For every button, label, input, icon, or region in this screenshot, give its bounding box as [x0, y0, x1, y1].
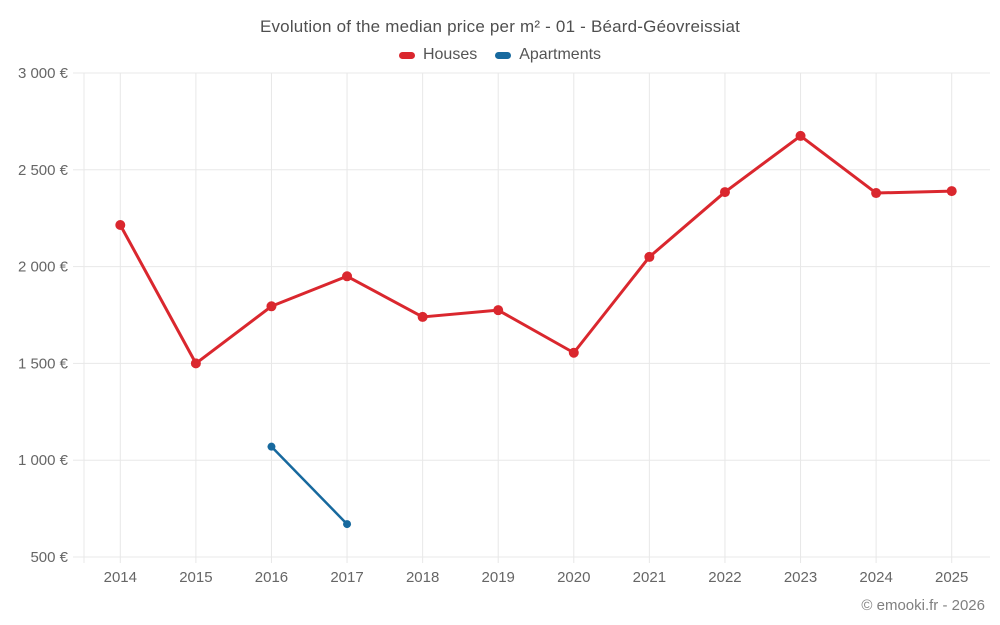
houses-data-point[interactable]	[190, 358, 201, 369]
y-tick-label: 500 €	[30, 549, 68, 566]
houses-data-point[interactable]	[946, 186, 957, 197]
x-tick-label: 2017	[330, 569, 363, 586]
chart-title: Evolution of the median price per m² - 0…	[259, 17, 741, 36]
x-tick-label: 2022	[708, 569, 741, 586]
x-tick-label: 2024	[859, 569, 892, 586]
chart-legend: Houses Apartments	[0, 46, 1000, 64]
x-tick-label: 2016	[255, 569, 288, 586]
x-tick-label: 2025	[935, 569, 968, 586]
x-tick-label: 2021	[633, 569, 666, 586]
y-tick-label: 1 000 €	[18, 452, 69, 469]
houses-series-swatch	[398, 51, 415, 59]
y-tick-label: 2 500 €	[18, 162, 69, 179]
y-tick-label: 2 000 €	[18, 259, 69, 276]
houses-data-point[interactable]	[493, 305, 504, 316]
houses-data-point[interactable]	[871, 188, 882, 199]
x-tick-label: 2014	[104, 569, 137, 586]
y-tick-label: 1 500 €	[18, 355, 69, 372]
houses-data-point[interactable]	[644, 251, 655, 262]
houses-data-point[interactable]	[719, 187, 730, 198]
x-tick-label: 2018	[406, 569, 439, 586]
copyright-footer: © emooki.fr - 2026	[861, 597, 985, 614]
legend-item-apartments[interactable]: Apartments	[495, 46, 601, 64]
legend-label-apartments: Apartments	[519, 46, 602, 63]
houses-data-point[interactable]	[266, 301, 277, 312]
legend-item-houses[interactable]: Houses	[398, 46, 478, 64]
apartments-data-point[interactable]	[267, 442, 276, 451]
x-tick-label: 2023	[784, 569, 817, 586]
apartments-line	[270, 445, 349, 526]
x-tick-label: 2015	[179, 569, 212, 586]
apartments-series-swatch	[495, 51, 512, 59]
houses-data-point[interactable]	[417, 311, 428, 322]
legend-label-houses: Houses	[422, 46, 478, 63]
houses-data-point[interactable]	[115, 219, 126, 230]
houses-data-point[interactable]	[342, 271, 353, 282]
houses-data-point[interactable]	[568, 347, 579, 358]
houses-line	[118, 134, 954, 365]
y-tick-label: 3 000 €	[18, 65, 69, 82]
x-tick-label: 2020	[557, 569, 590, 586]
houses-data-point[interactable]	[795, 130, 806, 141]
x-tick-label: 2019	[482, 569, 515, 586]
apartments-data-point[interactable]	[343, 520, 352, 529]
